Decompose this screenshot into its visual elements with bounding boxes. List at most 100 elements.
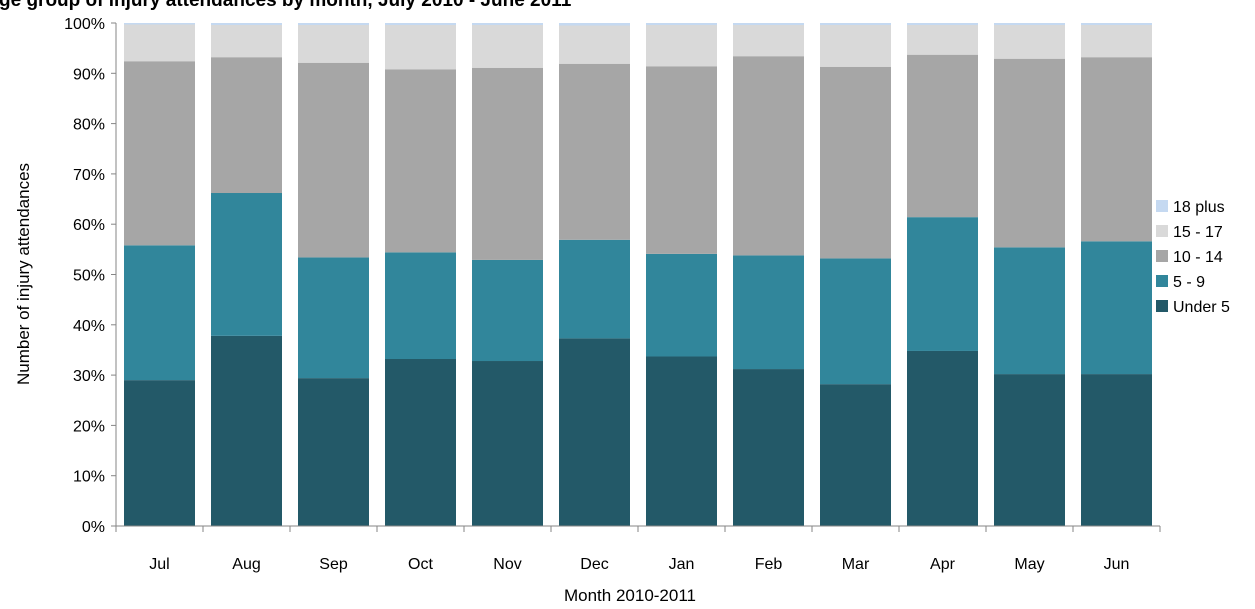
legend-label-under-5: Under 5 — [1173, 299, 1230, 316]
bar-segment-nov-15-17 — [472, 25, 543, 68]
bar-segment-feb-18-plus — [733, 23, 804, 26]
bar-segment-nov-under-5 — [472, 361, 543, 526]
bar-segment-mar-5-9 — [820, 258, 891, 385]
bar-segment-sep-10-14 — [298, 62, 369, 258]
bar-segment-nov-10-14 — [472, 67, 543, 260]
legend-label-15-17: 15 - 17 — [1173, 224, 1223, 241]
bar-segment-oct-15-17 — [385, 25, 456, 70]
y-tick-label: 20% — [73, 418, 105, 435]
bar-segment-sep-5-9 — [298, 257, 369, 379]
legend-label-10-14: 10 - 14 — [1173, 249, 1223, 266]
x-tick-label: Aug — [232, 556, 260, 573]
bar-segment-may-5-9 — [994, 247, 1065, 375]
bar-segment-aug-10-14 — [211, 57, 282, 194]
x-tick-label: Mar — [842, 556, 870, 573]
bar-segment-feb-5-9 — [733, 255, 804, 370]
x-tick-label: Apr — [930, 556, 956, 573]
x-tick-label: May — [1014, 556, 1044, 573]
x-tick-label: Feb — [755, 556, 783, 573]
bar-segment-jan-under-5 — [646, 356, 717, 526]
bar-segment-dec-15-17 — [559, 25, 630, 64]
bar-segment-feb-10-14 — [733, 56, 804, 256]
legend-label-18-plus: 18 plus — [1173, 199, 1225, 216]
bar-segment-mar-18-plus — [820, 23, 891, 26]
y-tick-label: 40% — [73, 318, 105, 335]
legend-swatch-18-plus — [1156, 200, 1168, 212]
bar-segment-sep-18-plus — [298, 23, 369, 26]
bar-segment-sep-under-5 — [298, 378, 369, 526]
bar-segment-aug-under-5 — [211, 335, 282, 526]
bar-segment-apr-10-14 — [907, 54, 978, 218]
bar-segment-jul-18-plus — [124, 23, 195, 25]
bar-segment-apr-5-9 — [907, 217, 978, 351]
legend-swatch-10-14 — [1156, 250, 1168, 262]
bar-segment-dec-18-plus — [559, 23, 630, 26]
legend-swatch-5-9 — [1156, 275, 1168, 287]
axes-group — [111, 22, 1161, 532]
bar-segment-jun-5-9 — [1081, 241, 1152, 375]
legend-swatch-15-17 — [1156, 225, 1168, 237]
bar-segment-may-under-5 — [994, 374, 1065, 526]
y-tick-label: 100% — [64, 16, 105, 33]
chart-title: ge group of injury attendances by month,… — [0, 0, 572, 11]
x-axis-label: Month 2010-2011 — [564, 586, 696, 605]
x-tick-label: Jun — [1104, 556, 1130, 573]
bar-segment-aug-18-plus — [211, 23, 282, 26]
bar-segment-feb-under-5 — [733, 369, 804, 526]
x-tick-label: Jan — [669, 556, 695, 573]
bar-segment-oct-18-plus — [385, 23, 456, 26]
bars-group — [124, 23, 1152, 526]
bar-segment-sep-15-17 — [298, 25, 369, 63]
bar-segment-may-15-17 — [994, 25, 1065, 59]
bar-segment-jul-5-9 — [124, 245, 195, 381]
x-tick-label: Sep — [319, 556, 348, 573]
bar-segment-jan-15-17 — [646, 25, 717, 67]
bar-segment-jul-15-17 — [124, 24, 195, 62]
bar-segment-apr-18-plus — [907, 23, 978, 26]
bar-segment-feb-15-17 — [733, 25, 804, 57]
bar-segment-oct-under-5 — [385, 359, 456, 526]
bar-segment-dec-under-5 — [559, 338, 630, 526]
bar-segment-mar-10-14 — [820, 66, 891, 259]
x-tick-label: Jul — [149, 556, 169, 573]
x-tick-label: Oct — [408, 556, 433, 573]
bar-segment-nov-5-9 — [472, 259, 543, 362]
x-tick-label: Dec — [580, 556, 608, 573]
bar-segment-dec-10-14 — [559, 63, 630, 240]
bar-segment-mar-15-17 — [820, 25, 891, 67]
y-tick-label: 30% — [73, 368, 105, 385]
bar-segment-may-18-plus — [994, 23, 1065, 26]
legend-swatch-under-5 — [1156, 300, 1168, 312]
bar-segment-jan-18-plus — [646, 23, 717, 26]
bar-segment-may-10-14 — [994, 58, 1065, 248]
legend: 18 plus 15 - 17 10 - 14 5 - 9 Under 5 — [1156, 199, 1230, 316]
bar-segment-jun-15-17 — [1081, 25, 1152, 58]
y-tick-label: 70% — [73, 167, 105, 184]
bar-segment-nov-18-plus — [472, 23, 543, 26]
y-tick-label: 60% — [73, 217, 105, 234]
bar-segment-jun-under-5 — [1081, 374, 1152, 526]
bar-segment-apr-15-17 — [907, 25, 978, 55]
bar-segment-aug-5-9 — [211, 193, 282, 336]
bar-segment-jul-under-5 — [124, 380, 195, 526]
bar-segment-oct-10-14 — [385, 69, 456, 253]
bar-segment-jan-5-9 — [646, 253, 717, 357]
bar-segment-mar-under-5 — [820, 384, 891, 526]
y-tick-label: 10% — [73, 469, 105, 486]
y-tick-label: 90% — [73, 66, 105, 83]
y-axis-label: Number of injury attendances — [14, 163, 33, 385]
bar-segment-dec-5-9 — [559, 239, 630, 339]
bar-segment-apr-under-5 — [907, 350, 978, 526]
bar-segment-jun-18-plus — [1081, 23, 1152, 26]
bar-segment-jan-10-14 — [646, 66, 717, 254]
y-tick-label: 50% — [73, 268, 105, 285]
tick-labels-group: 0% 10% 20% 30% 40% 50% 60% 70% 80% 90% 100% Jul Aug S… — [64, 16, 1129, 573]
bar-segment-jul-10-14 — [124, 61, 195, 246]
bar-segment-oct-5-9 — [385, 252, 456, 360]
x-tick-label: Nov — [493, 556, 521, 573]
bar-segment-jun-10-14 — [1081, 57, 1152, 242]
legend-label-5-9: 5 - 9 — [1173, 274, 1205, 291]
bar-segment-aug-15-17 — [211, 25, 282, 58]
y-tick-label: 80% — [73, 117, 105, 134]
